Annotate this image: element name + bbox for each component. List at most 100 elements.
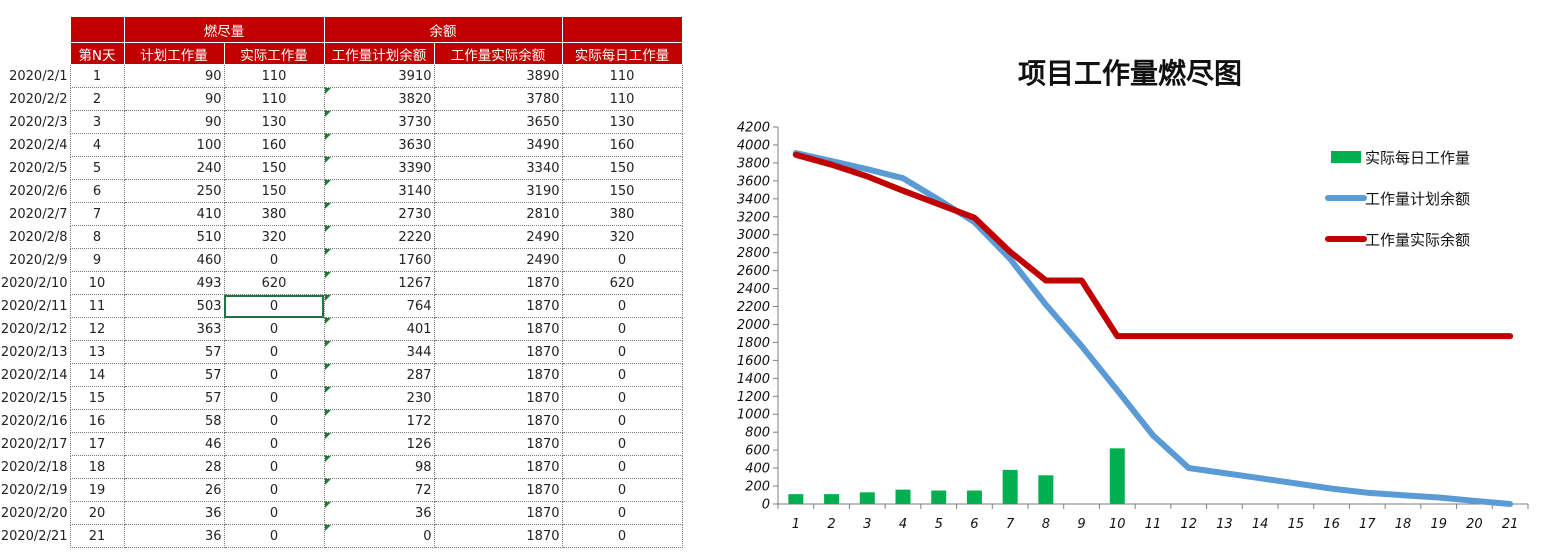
table-cell[interactable]: 0 [223,317,325,341]
table-cell[interactable]: 110 [561,87,683,111]
table-cell[interactable]: 503 [123,294,225,318]
table-cell[interactable]: 26 [123,478,225,502]
table-cell[interactable]: 3490 [433,133,563,157]
table-cell[interactable]: 1870 [433,409,563,433]
table-cell[interactable]: 9 [69,248,125,272]
table-cell[interactable]: 0 [561,478,683,502]
table-cell[interactable]: 15 [69,386,125,410]
table-cell[interactable]: 18 [69,455,125,479]
table-cell[interactable]: 14 [69,363,125,387]
table-cell[interactable]: 0 [223,524,325,548]
table-cell[interactable]: 1870 [433,478,563,502]
table-cell[interactable]: 10 [69,271,125,295]
table-cell[interactable]: 344 [323,340,435,364]
table-cell[interactable]: 100 [123,133,225,157]
table-cell[interactable]: 90 [123,110,225,134]
table-cell[interactable]: 0 [561,248,683,272]
table-cell[interactable]: 380 [561,202,683,226]
table-cell[interactable]: 1870 [433,363,563,387]
table-cell[interactable]: 0 [223,432,325,456]
table-cell[interactable]: 172 [323,409,435,433]
table-cell[interactable]: 7 [69,202,125,226]
table-cell[interactable]: 57 [123,363,225,387]
table-cell[interactable]: 0 [223,501,325,525]
table-cell[interactable]: 1870 [433,386,563,410]
table-cell[interactable]: 287 [323,363,435,387]
table-cell[interactable]: 620 [223,271,325,295]
table-cell[interactable]: 0 [561,294,683,318]
table-cell[interactable]: 28 [123,455,225,479]
table-cell[interactable]: 160 [223,133,325,157]
table-cell[interactable]: 2490 [433,248,563,272]
table-cell[interactable]: 3390 [323,156,435,180]
table-cell[interactable]: 0 [223,478,325,502]
table-cell[interactable]: 46 [123,432,225,456]
table-cell[interactable]: 150 [561,156,683,180]
table-cell[interactable]: 401 [323,317,435,341]
table-cell[interactable]: 0 [561,363,683,387]
table-cell[interactable]: 1870 [433,317,563,341]
table-cell[interactable]: 2 [69,87,125,111]
table-cell[interactable]: 493 [123,271,225,295]
table-cell[interactable]: 0 [561,386,683,410]
table-cell[interactable]: 1760 [323,248,435,272]
table-cell[interactable]: 98 [323,455,435,479]
table-cell[interactable]: 90 [123,64,225,88]
table-cell[interactable]: 0 [561,501,683,525]
table-cell[interactable]: 36 [123,524,225,548]
table-cell[interactable]: 2730 [323,202,435,226]
table-cell[interactable]: 57 [123,340,225,364]
table-cell[interactable]: 0 [223,455,325,479]
table-cell[interactable]: 380 [223,202,325,226]
table-cell[interactable]: 0 [223,294,325,318]
table-cell[interactable]: 2810 [433,202,563,226]
table-cell[interactable]: 5 [69,156,125,180]
table-cell[interactable]: 0 [223,340,325,364]
table-cell[interactable]: 13 [69,340,125,364]
table-cell[interactable]: 0 [561,432,683,456]
table-cell[interactable]: 130 [561,110,683,134]
table-cell[interactable]: 1870 [433,340,563,364]
table-cell[interactable]: 130 [223,110,325,134]
table-cell[interactable]: 1870 [433,432,563,456]
table-cell[interactable]: 0 [223,363,325,387]
table-cell[interactable]: 0 [561,340,683,364]
table-cell[interactable]: 3910 [323,64,435,88]
table-cell[interactable]: 764 [323,294,435,318]
table-cell[interactable]: 110 [223,87,325,111]
table-cell[interactable]: 0 [223,386,325,410]
table-cell[interactable]: 110 [223,64,325,88]
table-cell[interactable]: 19 [69,478,125,502]
table-cell[interactable]: 3 [69,110,125,134]
table-cell[interactable]: 0 [561,455,683,479]
table-cell[interactable]: 20 [69,501,125,525]
table-cell[interactable]: 4 [69,133,125,157]
table-cell[interactable]: 1 [69,64,125,88]
table-cell[interactable]: 320 [223,225,325,249]
table-cell[interactable]: 3140 [323,179,435,203]
table-cell[interactable]: 3340 [433,156,563,180]
table-cell[interactable]: 0 [323,524,435,548]
table-cell[interactable]: 1267 [323,271,435,295]
table-cell[interactable]: 57 [123,386,225,410]
table-cell[interactable]: 17 [69,432,125,456]
table-cell[interactable]: 110 [561,64,683,88]
table-cell[interactable]: 21 [69,524,125,548]
table-cell[interactable]: 72 [323,478,435,502]
table-cell[interactable]: 250 [123,179,225,203]
table-cell[interactable]: 3190 [433,179,563,203]
table-cell[interactable]: 0 [561,317,683,341]
table-cell[interactable]: 58 [123,409,225,433]
table-cell[interactable]: 0 [223,409,325,433]
table-cell[interactable]: 1870 [433,455,563,479]
table-cell[interactable]: 3780 [433,87,563,111]
table-cell[interactable]: 3820 [323,87,435,111]
table-cell[interactable]: 2220 [323,225,435,249]
table-cell[interactable]: 160 [561,133,683,157]
table-cell[interactable]: 3730 [323,110,435,134]
table-cell[interactable]: 510 [123,225,225,249]
table-cell[interactable]: 620 [561,271,683,295]
table-cell[interactable]: 3650 [433,110,563,134]
table-cell[interactable]: 3890 [433,64,563,88]
table-cell[interactable]: 6 [69,179,125,203]
